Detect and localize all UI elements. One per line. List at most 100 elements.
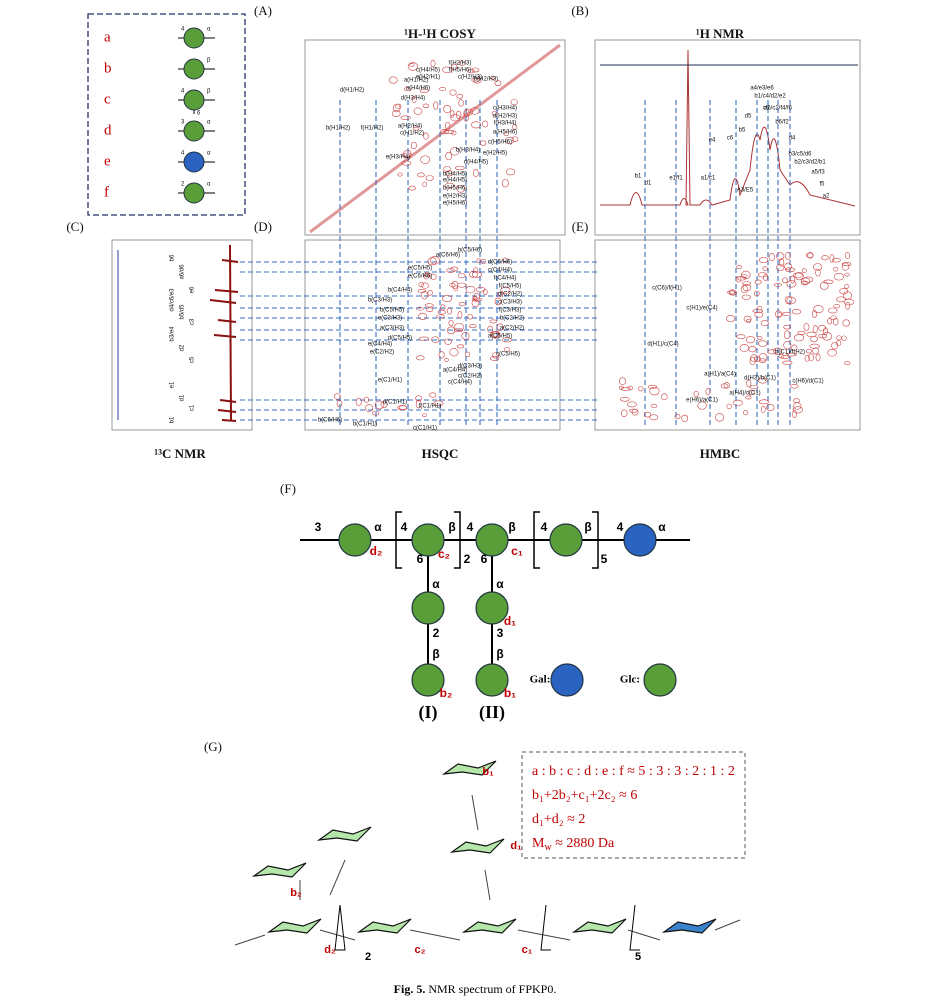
- ratio-text-part: w: [544, 842, 552, 853]
- contour: [505, 168, 516, 176]
- peak-label: b(H4/H5): [443, 172, 467, 178]
- contour: [409, 63, 415, 67]
- contour: [363, 396, 370, 403]
- structure-label: β: [432, 647, 439, 661]
- contour: [461, 332, 470, 340]
- contour: [438, 351, 445, 359]
- contour: [393, 103, 401, 113]
- contour: [412, 126, 420, 131]
- peak-label: d(C2/H2): [498, 292, 522, 298]
- contour: [760, 406, 766, 413]
- contour: [511, 136, 519, 142]
- contour: [440, 304, 446, 311]
- residue: [623, 523, 657, 557]
- peak-label: e(H2/H1): [416, 75, 440, 81]
- contour: [778, 258, 785, 267]
- peak-label: b(H3/H4): [456, 148, 480, 154]
- contour: [449, 282, 456, 288]
- contour: [820, 281, 829, 290]
- contour: [843, 298, 855, 306]
- contour: [793, 398, 800, 404]
- peak-label: A3/E5: [737, 188, 754, 194]
- contour: [444, 338, 452, 345]
- contour: [491, 111, 497, 116]
- contour: [767, 349, 777, 355]
- peak-label: d(H1/H2): [340, 88, 364, 94]
- contour: [418, 336, 430, 341]
- peak-label: b1: [635, 174, 642, 180]
- contour: [407, 62, 419, 71]
- residue: [338, 523, 372, 557]
- ratio-text-part: M: [532, 836, 545, 851]
- hmbc-plot: [594, 239, 861, 431]
- contour: [487, 325, 494, 333]
- structure-label: α: [432, 577, 440, 591]
- contour: [750, 354, 759, 362]
- contour: [463, 109, 470, 118]
- contour: [794, 271, 804, 281]
- contour: [638, 386, 644, 392]
- contour: [480, 258, 487, 265]
- contour: [472, 169, 479, 177]
- contour: [815, 268, 821, 277]
- contour: [740, 285, 748, 294]
- contour: [425, 175, 434, 181]
- contour: [418, 312, 428, 320]
- peak-label: f5: [819, 182, 825, 188]
- contour: [758, 257, 769, 264]
- peak-label: c(C4/H4): [448, 380, 472, 386]
- peak-label: a(H4)/c(C1): [729, 391, 760, 397]
- contour: [746, 318, 752, 323]
- contour: [458, 99, 464, 107]
- contour: [741, 270, 751, 280]
- contour: [490, 356, 500, 361]
- contour: [482, 120, 489, 128]
- contour: [786, 280, 797, 288]
- contour: [471, 121, 482, 129]
- peak-label: c(C5/H5): [496, 352, 520, 358]
- contour: [742, 281, 751, 286]
- contour: [844, 252, 851, 259]
- structure-label: 4: [541, 520, 548, 534]
- peak-label: c1: [190, 404, 196, 411]
- peak-label: a(H1/H2): [404, 78, 428, 84]
- panel-label: (A): [254, 3, 272, 18]
- contour: [456, 93, 464, 99]
- contour: [758, 340, 768, 347]
- contour: [401, 160, 412, 166]
- contour: [464, 351, 471, 357]
- peak-label: a1/c1: [701, 176, 716, 182]
- structure-g: [234, 794, 741, 951]
- peak-label: a(C4/H4): [443, 368, 467, 374]
- contour: [408, 185, 416, 191]
- contour: [747, 389, 755, 395]
- contour: [792, 410, 797, 419]
- contour: [418, 281, 424, 288]
- contour: [431, 336, 440, 343]
- ratio-text-part: ≈ 2880 Da: [552, 836, 615, 851]
- peak-label: f(C3/H3): [499, 308, 522, 314]
- anomer: α: [207, 120, 211, 126]
- contour: [832, 257, 841, 263]
- contour: [501, 337, 513, 343]
- peak-label: c(C4/H4): [488, 268, 512, 274]
- contour: [333, 393, 341, 400]
- contour: [776, 264, 785, 272]
- contour: [397, 172, 403, 177]
- contour: [463, 113, 469, 122]
- sugar-ring: [571, 918, 627, 934]
- hsqc-plot: [304, 239, 561, 431]
- peak-label: a(H2/H4): [398, 124, 422, 130]
- contour: [501, 179, 509, 188]
- caption-text: NMR spectrum of FPKP0.: [425, 982, 556, 996]
- contour: [785, 252, 791, 260]
- contour: [797, 330, 806, 335]
- contour: [416, 306, 424, 311]
- contour: [458, 301, 466, 307]
- contour: [400, 115, 411, 121]
- contour: [458, 60, 466, 66]
- contour: [440, 129, 449, 135]
- contour: [473, 77, 482, 84]
- peak-label: b(H1/H2): [326, 126, 350, 132]
- peak-label: c(H3/H4): [493, 106, 517, 112]
